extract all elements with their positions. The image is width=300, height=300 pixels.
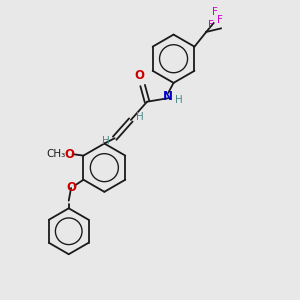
Text: H: H [136, 112, 144, 122]
Text: CH₃: CH₃ [46, 149, 66, 159]
Text: H: H [175, 94, 182, 105]
Text: N: N [163, 90, 173, 103]
Text: F: F [208, 20, 214, 31]
Text: H: H [102, 136, 110, 146]
Text: F: F [212, 7, 218, 17]
Text: F: F [218, 15, 223, 26]
Text: O: O [64, 148, 75, 160]
Text: O: O [66, 182, 76, 194]
Text: O: O [134, 69, 144, 82]
